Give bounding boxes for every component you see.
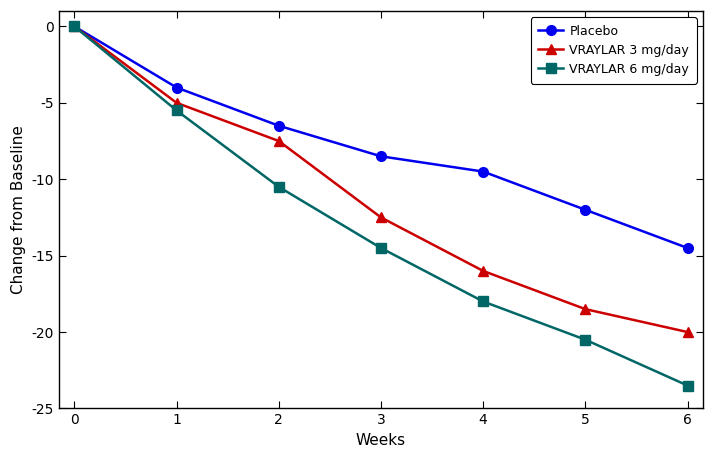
Placebo — [70, 24, 79, 29]
X-axis label: Weeks: Weeks — [356, 433, 406, 448]
Line: VRAYLAR 6 mg/day: VRAYLAR 6 mg/day — [69, 22, 693, 391]
VRAYLAR 3 mg/day — [377, 215, 386, 220]
Placebo — [172, 85, 181, 90]
VRAYLAR 3 mg/day — [274, 138, 283, 144]
VRAYLAR 6 mg/day — [683, 383, 692, 388]
Placebo — [274, 123, 283, 129]
VRAYLAR 3 mg/day — [479, 268, 488, 274]
VRAYLAR 3 mg/day — [683, 329, 692, 335]
VRAYLAR 6 mg/day — [581, 337, 590, 342]
Y-axis label: Change from Baseline: Change from Baseline — [11, 125, 26, 294]
VRAYLAR 6 mg/day — [274, 184, 283, 190]
VRAYLAR 3 mg/day — [581, 306, 590, 312]
Line: Placebo: Placebo — [69, 22, 693, 253]
VRAYLAR 6 mg/day — [70, 24, 79, 29]
Placebo — [581, 207, 590, 213]
Legend: Placebo, VRAYLAR 3 mg/day, VRAYLAR 6 mg/day: Placebo, VRAYLAR 3 mg/day, VRAYLAR 6 mg/… — [531, 17, 697, 84]
Placebo — [683, 245, 692, 251]
VRAYLAR 6 mg/day — [479, 299, 488, 304]
VRAYLAR 3 mg/day — [70, 24, 79, 29]
Placebo — [479, 169, 488, 174]
Placebo — [377, 154, 386, 159]
Line: VRAYLAR 3 mg/day: VRAYLAR 3 mg/day — [69, 22, 693, 337]
VRAYLAR 3 mg/day — [172, 100, 181, 106]
VRAYLAR 6 mg/day — [172, 108, 181, 113]
VRAYLAR 6 mg/day — [377, 245, 386, 251]
